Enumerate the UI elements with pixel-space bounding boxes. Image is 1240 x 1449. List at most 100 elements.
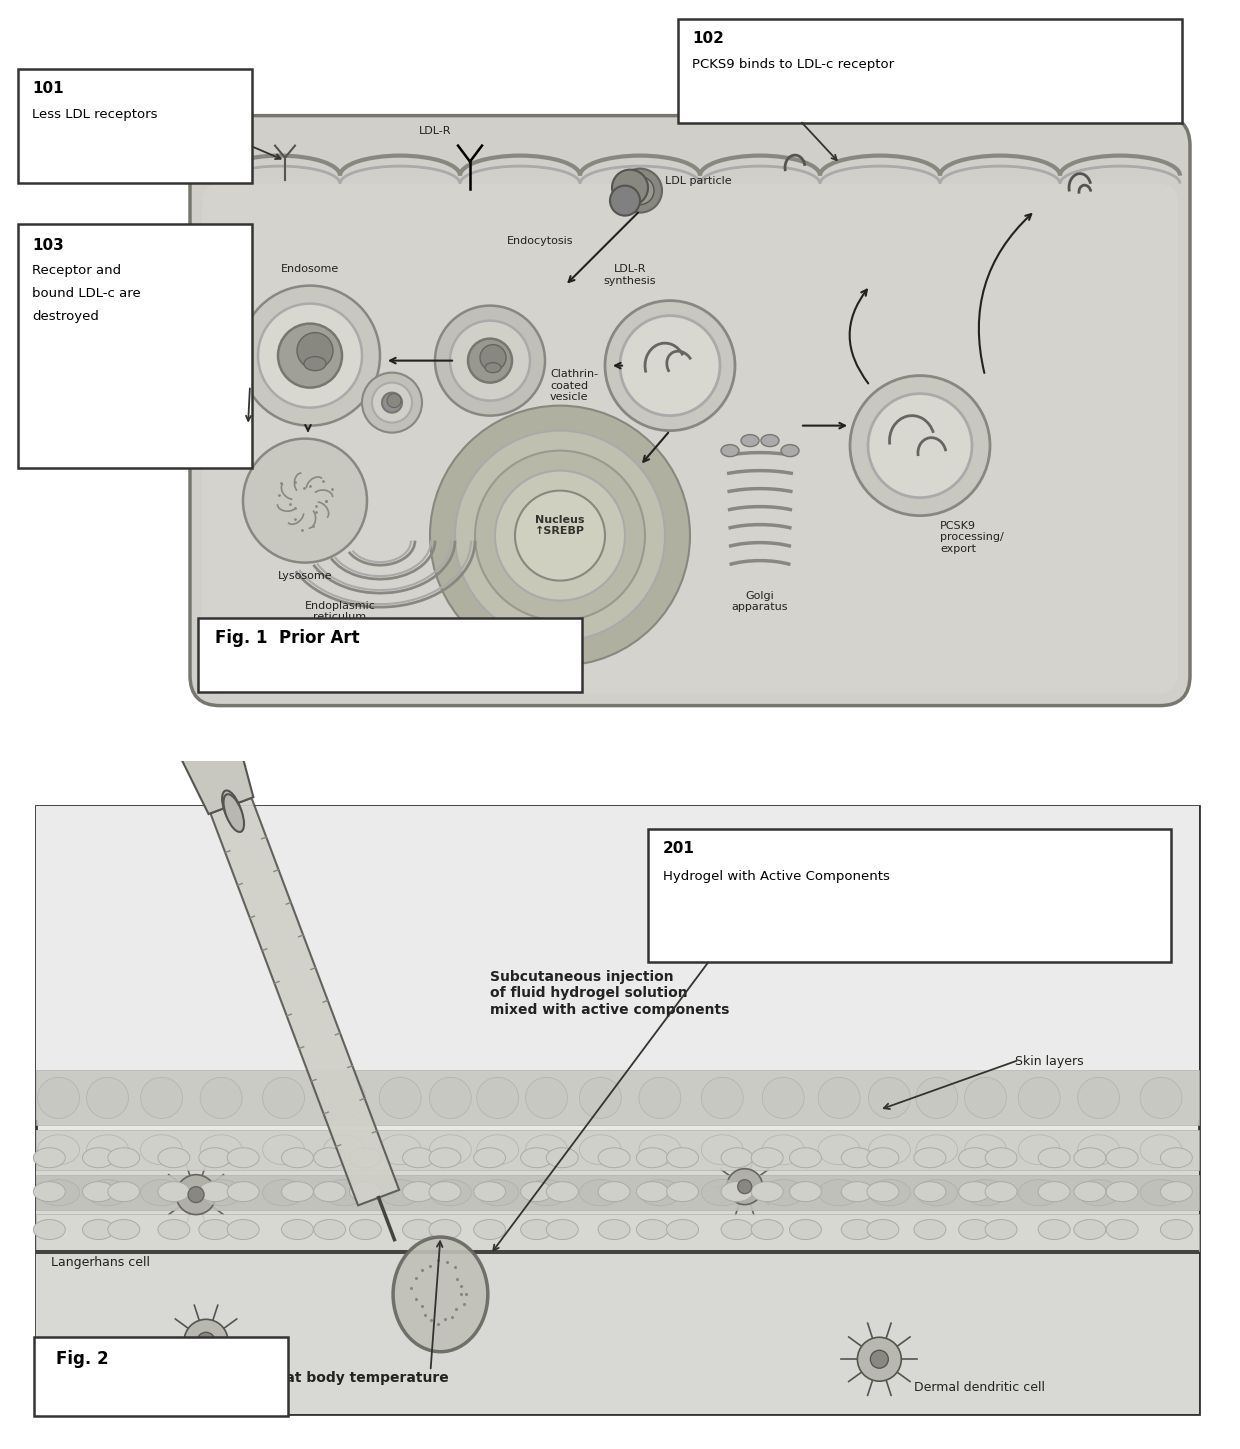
Ellipse shape bbox=[223, 794, 244, 832]
Ellipse shape bbox=[379, 1179, 422, 1206]
Text: 103: 103 bbox=[32, 238, 63, 252]
Ellipse shape bbox=[639, 1179, 681, 1206]
Ellipse shape bbox=[200, 1135, 242, 1165]
Ellipse shape bbox=[37, 1179, 79, 1206]
Circle shape bbox=[727, 1169, 763, 1204]
FancyBboxPatch shape bbox=[36, 806, 1199, 1120]
Ellipse shape bbox=[304, 356, 326, 371]
Ellipse shape bbox=[324, 1077, 366, 1119]
Circle shape bbox=[495, 471, 625, 601]
Ellipse shape bbox=[526, 1135, 568, 1165]
Text: PCKS9 binds to LDL-c receptor: PCKS9 binds to LDL-c receptor bbox=[692, 58, 894, 71]
Ellipse shape bbox=[263, 1179, 305, 1206]
Ellipse shape bbox=[200, 1179, 242, 1206]
Ellipse shape bbox=[667, 1148, 698, 1168]
Circle shape bbox=[243, 439, 367, 562]
Ellipse shape bbox=[1106, 1220, 1138, 1239]
Circle shape bbox=[258, 304, 362, 407]
FancyBboxPatch shape bbox=[36, 1175, 1199, 1210]
FancyBboxPatch shape bbox=[35, 1337, 288, 1416]
Ellipse shape bbox=[763, 1077, 805, 1119]
Ellipse shape bbox=[429, 1179, 471, 1206]
Ellipse shape bbox=[841, 1220, 873, 1239]
Ellipse shape bbox=[324, 1179, 366, 1206]
Ellipse shape bbox=[985, 1148, 1017, 1168]
Ellipse shape bbox=[720, 1148, 753, 1168]
Ellipse shape bbox=[761, 435, 779, 446]
Ellipse shape bbox=[1074, 1148, 1106, 1168]
Ellipse shape bbox=[281, 1148, 314, 1168]
Ellipse shape bbox=[667, 1220, 698, 1239]
Ellipse shape bbox=[636, 1182, 668, 1201]
Text: Hydrogel with Active Components: Hydrogel with Active Components bbox=[663, 871, 890, 884]
Ellipse shape bbox=[965, 1135, 1007, 1165]
Polygon shape bbox=[169, 710, 253, 814]
Ellipse shape bbox=[914, 1148, 946, 1168]
Ellipse shape bbox=[598, 1220, 630, 1239]
Ellipse shape bbox=[720, 445, 739, 456]
Text: LDL-R
synthesis: LDL-R synthesis bbox=[604, 264, 656, 285]
Ellipse shape bbox=[818, 1179, 861, 1206]
Ellipse shape bbox=[429, 1220, 461, 1239]
Ellipse shape bbox=[1140, 1179, 1182, 1206]
Ellipse shape bbox=[1106, 1182, 1138, 1201]
Ellipse shape bbox=[263, 1135, 305, 1165]
Text: Fig. 1  Prior Art: Fig. 1 Prior Art bbox=[215, 629, 360, 646]
FancyBboxPatch shape bbox=[36, 1130, 1199, 1414]
Ellipse shape bbox=[87, 1135, 129, 1165]
FancyBboxPatch shape bbox=[36, 1069, 1199, 1124]
Ellipse shape bbox=[867, 1182, 899, 1201]
Ellipse shape bbox=[521, 1220, 553, 1239]
Ellipse shape bbox=[867, 1148, 899, 1168]
Ellipse shape bbox=[702, 1179, 743, 1206]
Ellipse shape bbox=[476, 1077, 518, 1119]
Ellipse shape bbox=[1038, 1220, 1070, 1239]
Ellipse shape bbox=[1038, 1182, 1070, 1201]
FancyBboxPatch shape bbox=[198, 617, 582, 691]
Circle shape bbox=[176, 1175, 216, 1214]
Circle shape bbox=[450, 320, 529, 400]
Ellipse shape bbox=[579, 1179, 621, 1206]
Ellipse shape bbox=[281, 1182, 314, 1201]
Circle shape bbox=[620, 316, 720, 416]
Ellipse shape bbox=[1078, 1179, 1120, 1206]
Ellipse shape bbox=[639, 1135, 681, 1165]
Ellipse shape bbox=[868, 1135, 910, 1165]
Ellipse shape bbox=[959, 1148, 991, 1168]
FancyBboxPatch shape bbox=[202, 184, 1178, 694]
Ellipse shape bbox=[526, 1077, 568, 1119]
Ellipse shape bbox=[790, 1182, 821, 1201]
Circle shape bbox=[738, 1179, 751, 1194]
Circle shape bbox=[613, 170, 649, 206]
Circle shape bbox=[870, 1350, 888, 1368]
Ellipse shape bbox=[140, 1135, 182, 1165]
Circle shape bbox=[372, 383, 412, 423]
Circle shape bbox=[382, 393, 402, 413]
Ellipse shape bbox=[598, 1148, 630, 1168]
Ellipse shape bbox=[763, 1135, 805, 1165]
Ellipse shape bbox=[37, 1135, 79, 1165]
Ellipse shape bbox=[702, 1135, 743, 1165]
Ellipse shape bbox=[474, 1148, 506, 1168]
Circle shape bbox=[480, 345, 506, 371]
Circle shape bbox=[868, 394, 972, 497]
Ellipse shape bbox=[140, 1077, 182, 1119]
Ellipse shape bbox=[476, 1179, 518, 1206]
Circle shape bbox=[430, 406, 689, 665]
Ellipse shape bbox=[818, 1135, 861, 1165]
Ellipse shape bbox=[33, 1148, 66, 1168]
Ellipse shape bbox=[37, 1077, 79, 1119]
Ellipse shape bbox=[350, 1220, 382, 1239]
Ellipse shape bbox=[474, 1182, 506, 1201]
Ellipse shape bbox=[263, 1077, 305, 1119]
Ellipse shape bbox=[1078, 1135, 1120, 1165]
Ellipse shape bbox=[379, 1135, 422, 1165]
Ellipse shape bbox=[222, 791, 243, 829]
Ellipse shape bbox=[636, 1148, 668, 1168]
Ellipse shape bbox=[1140, 1135, 1182, 1165]
Ellipse shape bbox=[314, 1220, 346, 1239]
FancyBboxPatch shape bbox=[190, 116, 1190, 706]
Ellipse shape bbox=[667, 1182, 698, 1201]
Ellipse shape bbox=[83, 1182, 114, 1201]
Ellipse shape bbox=[198, 1220, 231, 1239]
